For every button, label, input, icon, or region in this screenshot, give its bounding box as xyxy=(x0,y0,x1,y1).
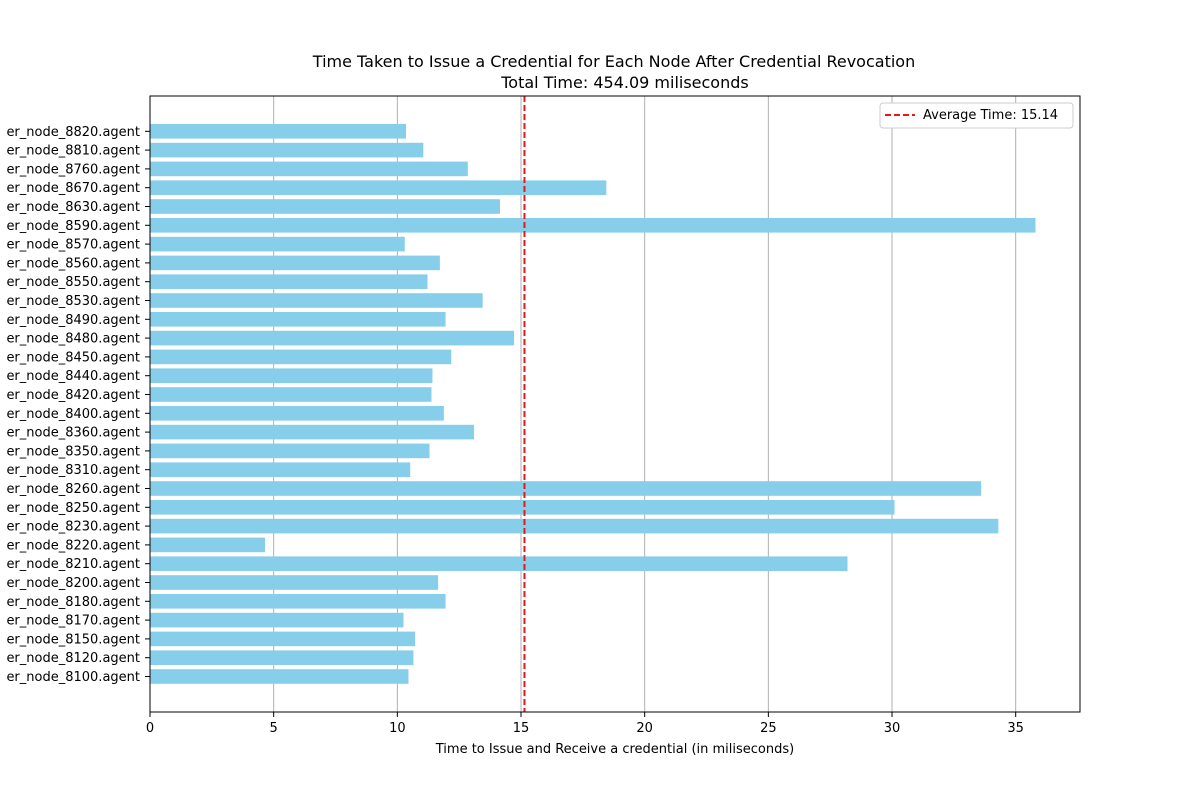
y-tick-label: er_node_8260.agent xyxy=(6,482,140,497)
y-tick-label: er_node_8210.agent xyxy=(6,557,140,572)
legend-average-label: Average Time: 15.14 xyxy=(923,108,1058,123)
y-tick-label: er_node_8490.agent xyxy=(6,313,140,328)
y-tick-label: er_node_8420.agent xyxy=(6,388,140,403)
bar xyxy=(150,462,411,477)
y-tick-label: er_node_8570.agent xyxy=(6,238,140,253)
bar xyxy=(150,312,446,327)
bar xyxy=(150,500,895,515)
x-tick-label: 10 xyxy=(389,721,406,736)
bar xyxy=(150,387,432,402)
x-tick-label: 0 xyxy=(146,721,154,736)
bar xyxy=(150,274,428,289)
y-tick-label: er_node_8630.agent xyxy=(6,200,140,215)
bar xyxy=(150,537,266,553)
chart-subtitle: Total Time: 454.09 miliseconds xyxy=(500,73,748,92)
y-tick-label: er_node_8230.agent xyxy=(6,520,140,535)
bar xyxy=(150,518,999,534)
y-tick-label: er_node_8100.agent xyxy=(6,670,140,685)
y-tick-label: er_node_8590.agent xyxy=(6,219,140,234)
bar xyxy=(150,406,444,421)
y-tick-label: er_node_8480.agent xyxy=(6,332,140,347)
bar xyxy=(150,255,440,271)
bar xyxy=(150,481,982,496)
bar xyxy=(150,650,414,665)
y-tick-label: er_node_8350.agent xyxy=(6,444,140,459)
legend: Average Time: 15.14 xyxy=(879,102,1074,129)
bar xyxy=(150,575,439,590)
y-tick-label: er_node_8120.agent xyxy=(6,651,140,666)
y-tick-label: er_node_8820.agent xyxy=(6,125,140,140)
y-tick-label: er_node_8170.agent xyxy=(6,614,140,629)
y-tick-label: er_node_8200.agent xyxy=(6,576,140,591)
y-tick-label: er_node_8180.agent xyxy=(6,595,140,610)
x-tick-label: 30 xyxy=(884,721,901,736)
bar xyxy=(150,424,475,440)
bar xyxy=(150,349,452,365)
bar xyxy=(150,612,404,628)
bar xyxy=(150,368,433,383)
plot-area-frame xyxy=(149,95,1081,713)
bar xyxy=(150,161,468,177)
bar xyxy=(150,631,416,647)
y-tick-label: er_node_8440.agent xyxy=(6,369,140,384)
bar xyxy=(150,199,500,214)
x-axis-label: Time to Issue and Receive a credential (… xyxy=(435,742,794,757)
y-axis-ticks: er_node_8100.agent er_node_8120.agent er_n… xyxy=(6,125,150,685)
x-axis-ticks: 0 5 10 15 20 25 30 35 xyxy=(146,712,1024,736)
y-tick-label: er_node_8530.agent xyxy=(6,294,140,309)
chart-title: Time Taken to Issue a Credential for Eac… xyxy=(312,52,915,71)
y-tick-label: er_node_8550.agent xyxy=(6,275,140,290)
x-tick-label: 5 xyxy=(270,721,278,736)
legend-box xyxy=(879,102,1074,129)
bar xyxy=(150,218,1036,233)
y-tick-label: er_node_8450.agent xyxy=(6,350,140,365)
bar xyxy=(150,180,607,195)
bar xyxy=(150,669,409,684)
x-tick-label: 15 xyxy=(513,721,530,736)
x-tick-label: 25 xyxy=(760,721,777,736)
y-tick-label: er_node_8560.agent xyxy=(6,256,140,271)
bars xyxy=(150,124,1036,684)
bar xyxy=(150,142,424,158)
bar xyxy=(150,330,515,346)
bar xyxy=(150,594,446,609)
y-tick-label: er_node_8760.agent xyxy=(6,162,140,177)
y-tick-label: er_node_8810.agent xyxy=(6,144,140,159)
bar xyxy=(150,443,430,459)
bar xyxy=(150,556,848,571)
y-tick-label: er_node_8310.agent xyxy=(6,463,140,478)
y-tick-label: er_node_8360.agent xyxy=(6,426,140,441)
y-tick-label: er_node_8150.agent xyxy=(6,632,140,647)
x-tick-label: 20 xyxy=(636,721,653,736)
y-tick-label: er_node_8250.agent xyxy=(6,501,140,516)
y-tick-label: er_node_8670.agent xyxy=(6,181,140,196)
y-tick-label: er_node_8220.agent xyxy=(6,538,140,553)
grid-lines xyxy=(273,96,1017,712)
bar xyxy=(150,236,405,252)
bar xyxy=(150,124,406,139)
x-tick-label: 35 xyxy=(1007,721,1024,736)
bar xyxy=(150,293,483,308)
y-tick-label: er_node_8400.agent xyxy=(6,407,140,422)
